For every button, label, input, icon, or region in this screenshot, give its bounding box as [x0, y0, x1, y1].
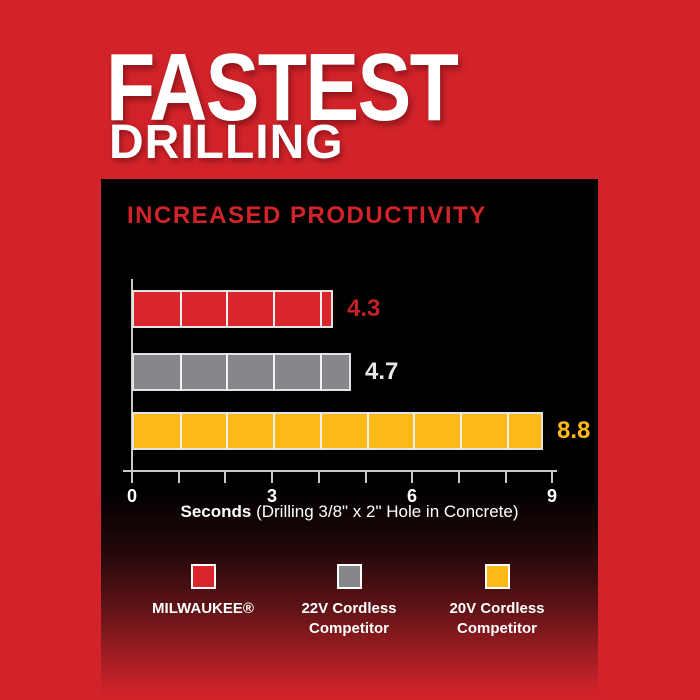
legend: MILWAUKEE® 22V Cordless Competitor 20V Cord…: [101, 564, 598, 674]
x-axis-tick: [178, 470, 180, 483]
legend-swatch: [190, 564, 216, 589]
legend-label-line: Competitor: [309, 620, 389, 637]
bar-segment-divider: [460, 413, 462, 449]
x-axis-label: Seconds (Drilling 3/8" x 2" Hole in Conc…: [101, 502, 598, 522]
legend-item-1: 22V Cordless Competitor: [279, 564, 419, 639]
bar-value-label: 4.3: [347, 295, 381, 322]
legend-swatch: [336, 564, 362, 589]
x-axis-tick: [365, 470, 367, 483]
x-axis-tick: [458, 470, 460, 483]
bar-segment-divider: [320, 291, 322, 327]
bar-segment-divider: [273, 413, 275, 449]
headline-line2: DRILLING: [109, 116, 344, 169]
bar-competitor-1: [132, 353, 351, 391]
x-axis-tick-label: 9: [546, 486, 557, 506]
legend-swatch: [484, 564, 510, 589]
bar-milwaukee: [132, 290, 333, 328]
bar-segment-divider: [273, 291, 275, 327]
x-axis-tick: [131, 470, 133, 483]
bar-segment-divider: [507, 413, 509, 449]
bar-value-label: 8.8: [557, 417, 591, 444]
bar-segment-divider: [226, 413, 228, 449]
legend-item-0: MILWAUKEE®: [133, 564, 273, 619]
bar-segment-divider: [180, 413, 182, 449]
x-axis-tick: [224, 470, 226, 483]
plot-area: 4.3 4.7 8.8: [132, 279, 590, 470]
chart-title: INCREASED PRODUCTIVITY: [127, 202, 487, 229]
bar-value-label: 4.7: [365, 358, 399, 385]
bar-segment-divider: [413, 413, 415, 449]
x-axis-line: [123, 470, 557, 472]
bar-segment-divider: [226, 354, 228, 390]
bar-segment-divider: [226, 291, 228, 327]
chart-panel: INCREASED PRODUCTIVITY 0 3 6 9 4.3 4.7 8.8 Se…: [101, 179, 598, 700]
x-axis-tick: [551, 470, 553, 483]
bar-segment-divider: [320, 354, 322, 390]
bar-segment-divider: [180, 354, 182, 390]
bar-competitor-2: [132, 412, 543, 450]
x-axis-tick-label: 3: [266, 486, 277, 506]
x-axis-tick-label: 6: [406, 486, 417, 506]
x-axis-label-bold: Seconds: [180, 502, 252, 521]
x-axis-tick: [271, 470, 273, 483]
x-axis-tick-label: 0: [126, 486, 137, 506]
legend-label-line: Competitor: [457, 620, 537, 637]
x-axis-tick: [318, 470, 320, 483]
legend-item-2: 20V Cordless Competitor: [427, 564, 567, 639]
x-axis-tick: [411, 470, 413, 483]
bar-segment-divider: [273, 354, 275, 390]
legend-label-line: MILWAUKEE®: [152, 600, 254, 617]
legend-label-line: 22V Cordless: [301, 600, 397, 617]
legend-label-line: 20V Cordless: [449, 600, 545, 617]
x-axis-tick: [505, 470, 507, 483]
x-axis-label-rest: (Drilling 3/8" x 2" Hole in Concrete): [251, 502, 519, 521]
headline-line1: FASTEST: [106, 34, 459, 141]
bar-segment-divider: [180, 291, 182, 327]
bar-segment-divider: [320, 413, 322, 449]
bar-segment-divider: [367, 413, 369, 449]
